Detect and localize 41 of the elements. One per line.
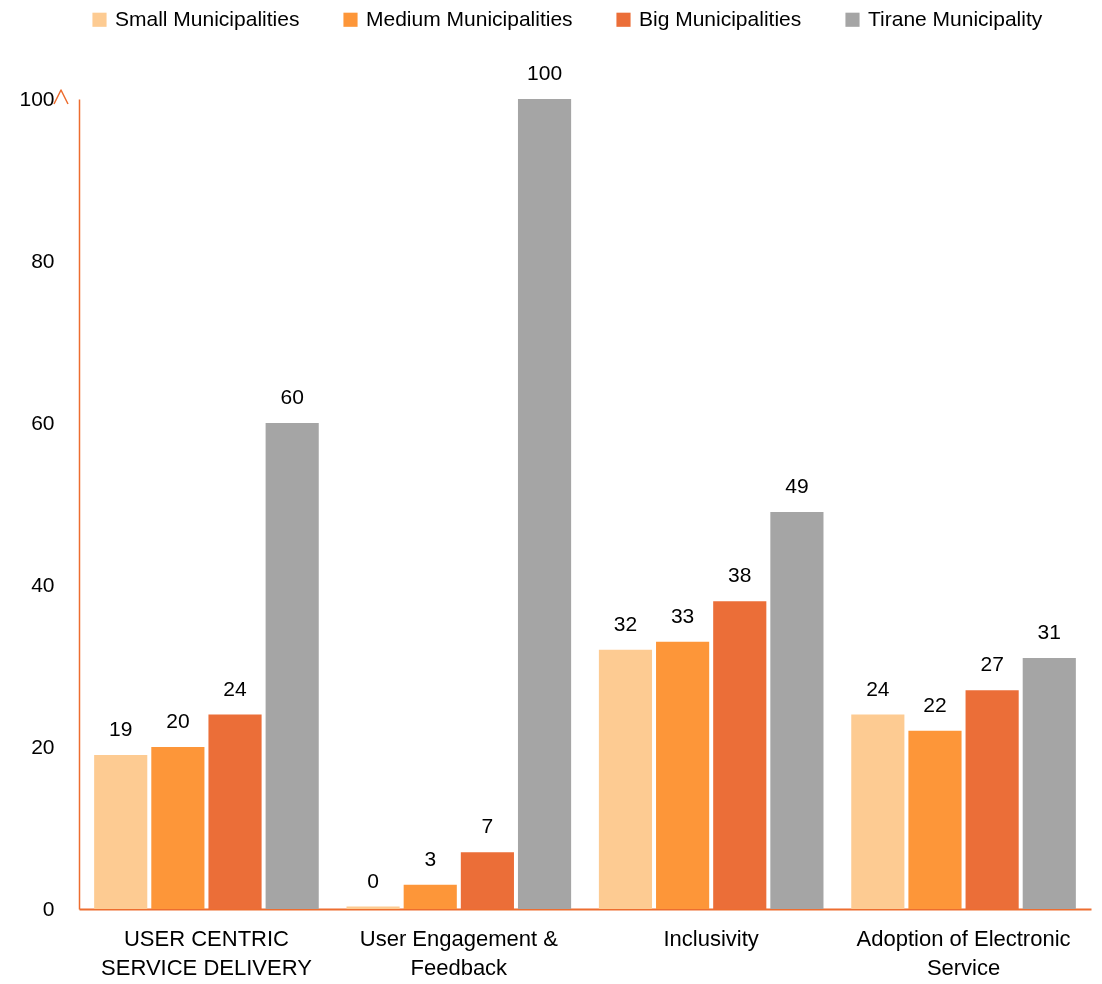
data-label: 31 — [1037, 619, 1061, 643]
data-label: 3 — [424, 846, 437, 870]
y-tick-label: 0 — [42, 896, 55, 920]
bar — [517, 99, 572, 909]
legend-label: Medium Municipalities — [366, 6, 573, 30]
legend-label: Tirane Municipality — [868, 6, 1043, 30]
data-label: 27 — [980, 652, 1004, 676]
data-label: 19 — [109, 717, 133, 741]
bar — [265, 423, 319, 909]
legend-label: Big Municipalities — [639, 6, 802, 30]
x-tick-label: User Engagement & Feedback — [359, 925, 559, 980]
bar — [598, 649, 653, 909]
data-label: 100 — [527, 61, 563, 84]
data-label: 38 — [728, 563, 752, 587]
y-tick-label: 60 — [31, 410, 55, 434]
bar — [94, 755, 148, 909]
data-label: 32 — [613, 611, 638, 635]
data-label: 49 — [785, 474, 809, 498]
y-tick-label: 80 — [31, 248, 55, 272]
data-label: 7 — [481, 814, 494, 838]
x-tick-label: USER CENTRIC SERVICE DELIVERY — [101, 925, 313, 980]
data-label: 20 — [166, 709, 190, 732]
data-label: 33 — [670, 603, 695, 627]
bar — [851, 714, 905, 909]
data-label: 24 — [866, 676, 890, 700]
bar — [908, 730, 962, 909]
bar — [656, 641, 710, 909]
bar — [1022, 657, 1076, 909]
y-tick-label: 20 — [31, 734, 55, 758]
data-label: 0 — [367, 868, 379, 892]
legend-label: Small Municipalities — [115, 6, 300, 30]
x-tick-label: Adoption of Electronic Service — [856, 925, 1071, 980]
data-label: 22 — [923, 692, 947, 716]
bar — [403, 884, 457, 909]
x-tick-label: Inclusivity — [663, 925, 759, 951]
bar — [151, 747, 205, 909]
data-label: 60 — [280, 385, 304, 408]
y-tick-label: 100 — [19, 86, 55, 110]
bar — [770, 512, 824, 909]
y-tick-label: 40 — [31, 572, 55, 596]
data-label: 24 — [223, 676, 248, 700]
